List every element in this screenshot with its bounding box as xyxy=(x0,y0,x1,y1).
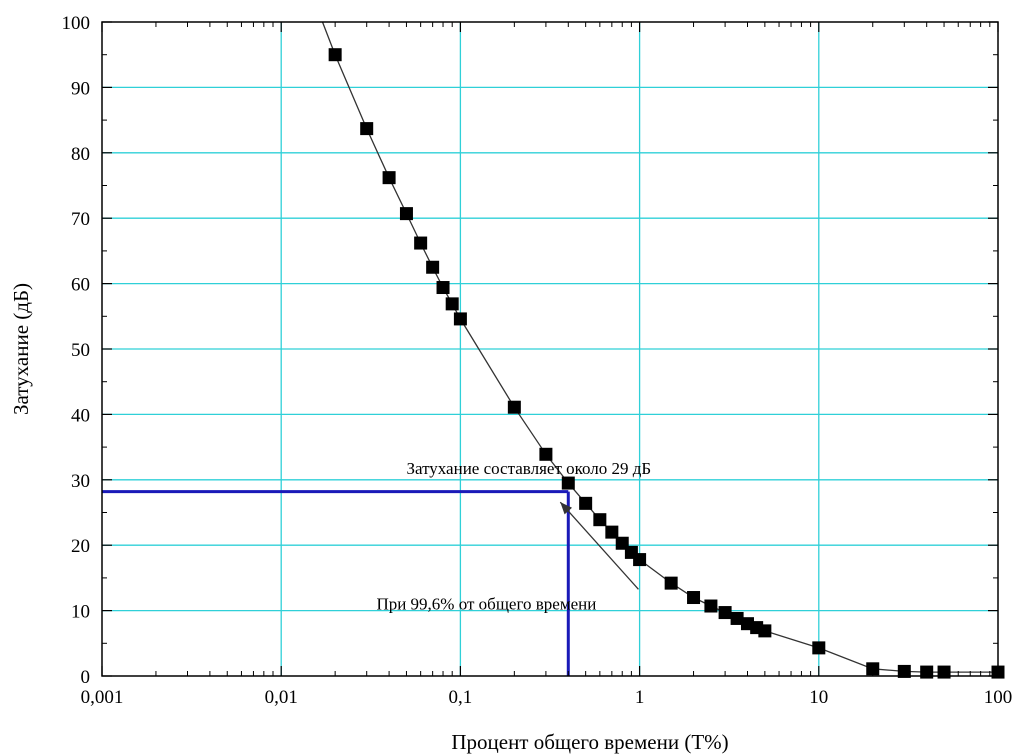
data-point xyxy=(507,400,521,414)
annotation-time: При 99,6% от общего времени xyxy=(376,594,596,613)
data-point xyxy=(605,525,619,539)
x-tick-label: 0,01 xyxy=(265,687,298,708)
data-point xyxy=(730,611,744,625)
annotation-attenuation: Затухание составляет около 29 дБ xyxy=(406,459,651,478)
data-point xyxy=(399,207,413,221)
data-points xyxy=(328,48,1005,679)
data-point xyxy=(593,513,607,527)
y-tick-label: 80 xyxy=(71,144,90,165)
data-point xyxy=(539,447,553,461)
data-point xyxy=(561,476,575,490)
x-tick-label: 10 xyxy=(809,687,828,708)
y-axis-title: Затухание (дБ) xyxy=(9,283,33,415)
x-tick-label: 1 xyxy=(635,687,645,708)
data-point xyxy=(718,606,732,620)
grid xyxy=(102,22,998,676)
data-point xyxy=(328,48,342,62)
data-point xyxy=(436,281,450,295)
data-point xyxy=(382,171,396,185)
y-tick-label: 10 xyxy=(71,602,90,623)
x-tick-label: 0,1 xyxy=(449,687,473,708)
curve xyxy=(321,21,998,673)
data-point xyxy=(414,236,428,250)
data-point xyxy=(360,122,374,136)
data-point xyxy=(812,641,826,655)
series-line xyxy=(321,21,998,673)
x-axis-title: Процент общего времени (T%) xyxy=(451,730,728,754)
data-point xyxy=(579,496,593,510)
y-tick-label: 70 xyxy=(71,209,90,230)
ticks xyxy=(101,21,999,677)
data-point xyxy=(445,297,459,311)
y-tick-label: 100 xyxy=(62,13,91,34)
data-point xyxy=(453,312,467,326)
tick-labels: 0 10 20 30 40 50 60 70 80 90 100 0,001 0,01 0,1 1 10 100 xyxy=(62,13,1013,708)
annotation-arrow xyxy=(559,501,639,590)
y-tick-label: 90 xyxy=(71,78,90,99)
x-tick-label: 100 xyxy=(984,687,1013,708)
y-tick-label: 60 xyxy=(71,275,90,296)
data-point xyxy=(633,553,647,567)
data-point xyxy=(704,599,718,613)
x-tick-label: 0,001 xyxy=(81,687,124,708)
y-tick-label: 40 xyxy=(71,405,90,426)
y-tick-label: 20 xyxy=(71,536,90,557)
data-point xyxy=(758,624,772,638)
annotations: Затухание составляет около 29 дБ При 99,6… xyxy=(376,459,651,613)
data-point xyxy=(664,576,678,590)
data-point xyxy=(426,260,440,274)
y-tick-label: 30 xyxy=(71,471,90,492)
data-point xyxy=(687,591,701,605)
arrow-head xyxy=(560,502,573,515)
y-tick-label: 0 xyxy=(81,667,91,688)
marker-lines xyxy=(102,490,570,676)
data-point xyxy=(866,662,880,676)
y-tick-label: 50 xyxy=(71,340,90,361)
